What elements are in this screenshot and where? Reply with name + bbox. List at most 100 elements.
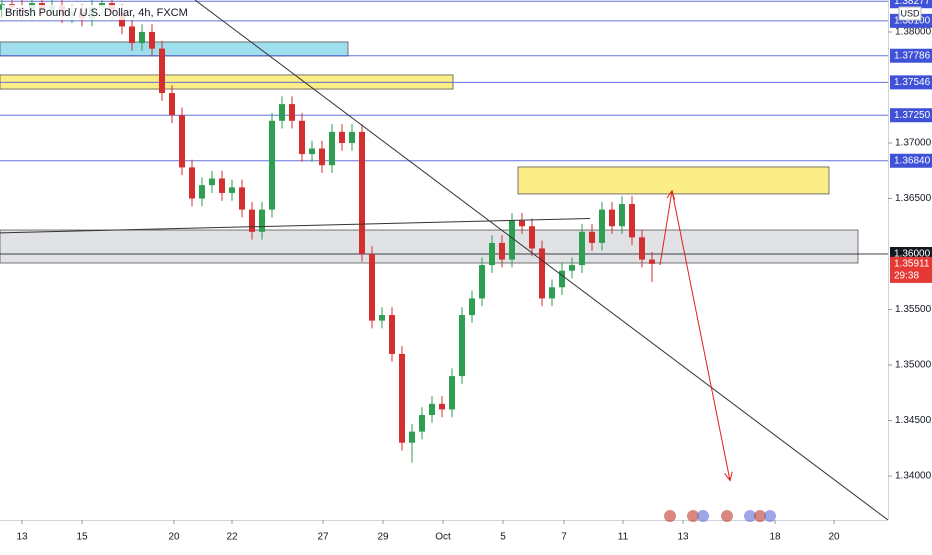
level-label: 1.38100 — [894, 16, 931, 27]
event-icon[interactable] — [664, 510, 676, 522]
level-label: 1.37786 — [894, 50, 931, 61]
countdown: 29:38 — [894, 271, 919, 282]
candle-body — [259, 209, 265, 232]
y-tick-label: 1.35000 — [895, 360, 932, 371]
x-tick-label: 13 — [677, 532, 689, 543]
candle-body — [189, 167, 195, 199]
y-tick-label: 1.38000 — [895, 27, 932, 38]
y-tick-label: 1.34500 — [895, 415, 932, 426]
candle-body — [419, 414, 425, 432]
candle-body — [479, 265, 485, 299]
candle-body — [349, 131, 355, 143]
x-tick-label: 15 — [76, 532, 88, 543]
candle-body — [389, 315, 395, 354]
candle-body — [499, 242, 505, 260]
level-label: 1.38277 — [894, 0, 931, 7]
candle-body — [369, 254, 375, 321]
candle-body — [519, 220, 525, 227]
candle-body — [539, 248, 545, 299]
candle-body — [279, 104, 285, 121]
candle-body — [289, 104, 295, 121]
candle-body — [529, 226, 535, 249]
event-icon[interactable] — [687, 510, 699, 522]
event-icon[interactable] — [721, 510, 733, 522]
event-icon[interactable] — [697, 510, 709, 522]
chart-title: British Pound / U.S. Dollar, 4h, FXCM — [5, 7, 188, 19]
candle-body — [629, 204, 635, 238]
candle-body — [169, 93, 175, 116]
candle-body — [229, 187, 235, 193]
x-tick-label: 13 — [16, 532, 28, 543]
level-label-box — [890, 153, 932, 168]
candle-body — [569, 265, 575, 271]
level-label: 1.37546 — [894, 77, 931, 88]
y-tick-label: 1.35500 — [895, 304, 932, 315]
candle-body — [599, 209, 605, 243]
event-icon[interactable] — [754, 510, 766, 522]
level-label: 1.36000 — [894, 249, 931, 260]
x-tick-label: 29 — [377, 532, 389, 543]
level-label-box — [890, 75, 932, 90]
x-tick-label: 20 — [828, 532, 840, 543]
title-bg — [2, 5, 162, 20]
zone — [517, 166, 830, 195]
candle-body — [439, 403, 445, 410]
candle-body — [329, 131, 335, 166]
last-price-box — [890, 256, 932, 283]
candle-body — [589, 231, 595, 243]
candle-body — [639, 237, 645, 260]
candle-body — [469, 298, 475, 316]
candle-body — [649, 259, 655, 264]
candle-body — [139, 31, 145, 44]
level-label: 1.37250 — [894, 110, 931, 121]
level-label-box — [890, 48, 932, 63]
event-icon[interactable] — [744, 510, 756, 522]
x-tick-label: 20 — [168, 532, 180, 543]
candle-body — [269, 120, 275, 210]
candle-body — [209, 178, 215, 186]
candle-body — [219, 178, 225, 193]
candle-body — [149, 31, 155, 49]
candle-body — [559, 270, 565, 288]
level-label-box — [890, 108, 932, 123]
candle-body — [319, 148, 325, 166]
level-label-box — [890, 0, 932, 9]
candle-body — [309, 148, 315, 155]
candle-body — [489, 242, 495, 266]
candle-body — [239, 187, 245, 210]
x-tick-label: 7 — [561, 532, 567, 543]
event-icon[interactable] — [764, 510, 776, 522]
arrow-head — [724, 471, 733, 482]
candle-body — [199, 185, 205, 199]
candle-body — [619, 204, 625, 227]
x-tick-label: 5 — [500, 532, 506, 543]
zone — [0, 229, 859, 264]
candle-body — [549, 287, 555, 299]
level-label: 1.36840 — [894, 155, 931, 166]
drawn-line — [194, 0, 889, 521]
candle-body — [179, 115, 185, 168]
candle-body — [429, 403, 435, 415]
candle-body — [509, 220, 515, 260]
event-icons — [664, 510, 776, 522]
arrow-head — [666, 189, 676, 200]
candle-body — [249, 209, 255, 232]
x-tick-label: 18 — [769, 532, 781, 543]
price-axis-border — [888, 0, 889, 520]
currency-box — [898, 6, 922, 21]
candle-body — [129, 26, 135, 44]
candle-body — [399, 353, 405, 443]
drawn-line — [0, 217, 591, 234]
last-price-label: 1.35911 — [894, 259, 930, 270]
candle-body — [579, 231, 585, 266]
y-tick-label: 1.36500 — [895, 193, 932, 204]
zone — [0, 41, 349, 57]
candle-body — [159, 48, 165, 94]
x-tick-label: 27 — [317, 532, 329, 543]
candle-body — [299, 120, 305, 155]
currency: USD — [900, 8, 920, 18]
x-tick-label: 11 — [618, 532, 629, 543]
candle-body — [459, 315, 465, 377]
x-tick-label: 22 — [226, 532, 238, 543]
